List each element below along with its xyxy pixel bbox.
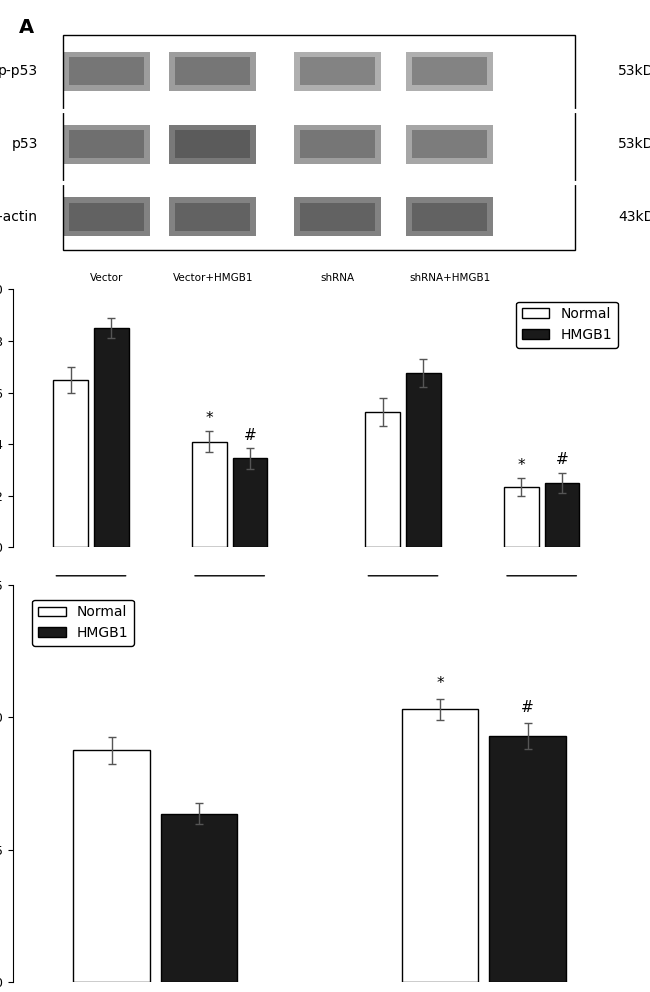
Bar: [53, 380, 88, 548]
Text: p53: p53: [459, 620, 486, 634]
Text: shRNA: shRNA: [519, 591, 564, 605]
Bar: [406, 373, 441, 548]
Legend: Normal, HMGB1: Normal, HMGB1: [32, 600, 134, 646]
Text: 43kD: 43kD: [618, 209, 650, 224]
Text: *: *: [517, 457, 525, 472]
Bar: [233, 458, 267, 548]
Text: *: *: [205, 411, 213, 427]
Text: Vector+HMGB1: Vector+HMGB1: [172, 273, 253, 283]
Text: shRNA+HMGB1: shRNA+HMGB1: [410, 273, 490, 283]
Text: *: *: [436, 676, 444, 690]
Text: β-actin: β-actin: [0, 209, 38, 224]
Text: shRNA: shRNA: [207, 591, 252, 605]
Text: shRNA: shRNA: [320, 273, 354, 283]
Bar: [161, 813, 237, 982]
Bar: [192, 441, 227, 548]
Bar: [489, 736, 566, 982]
Text: A: A: [20, 18, 34, 38]
Text: #: #: [556, 452, 568, 467]
Legend: Normal, HMGB1: Normal, HMGB1: [516, 302, 618, 347]
Text: p-p53: p-p53: [0, 64, 38, 78]
Bar: [545, 483, 579, 548]
Text: Vector: Vector: [90, 273, 124, 283]
Bar: [73, 750, 150, 982]
Text: #: #: [244, 428, 256, 442]
Bar: [365, 412, 400, 548]
Text: Vector: Vector: [69, 591, 113, 605]
Text: p-p53: p-p53: [140, 620, 181, 634]
Bar: [94, 328, 129, 548]
Text: p53: p53: [12, 137, 38, 151]
Text: 53kD: 53kD: [618, 64, 650, 78]
Text: 53kD: 53kD: [618, 137, 650, 151]
Text: Vector: Vector: [381, 591, 425, 605]
Bar: [402, 709, 478, 982]
Bar: [504, 487, 539, 548]
Text: #: #: [521, 699, 534, 714]
